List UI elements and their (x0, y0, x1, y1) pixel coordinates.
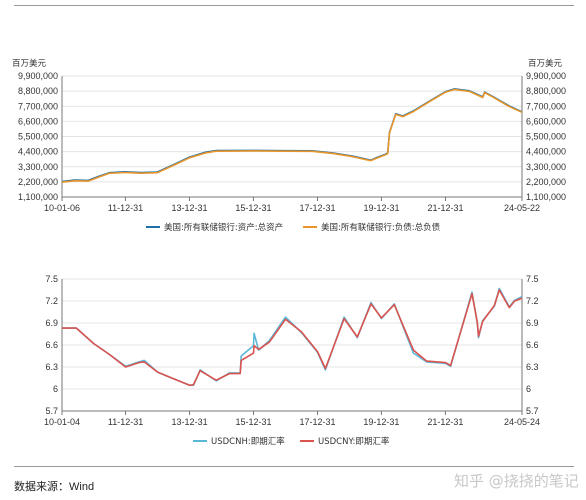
y-tick-label-left: 9,900,000 (18, 71, 58, 81)
y-tick-label-left: 6.6 (45, 340, 58, 350)
legend-label-1: USDCNH:即期汇率 (211, 436, 285, 447)
unit-label-right: 百万美元 (528, 58, 563, 69)
x-tick-label: 11-12-31 (108, 203, 143, 213)
y-tick-label-right: 6,600,000 (526, 116, 566, 126)
top-divider (14, 5, 574, 6)
y-tick-label-right: 8,800,000 (526, 86, 566, 96)
unit-label-left: 百万美元 (12, 58, 47, 69)
y-tick-label-left: 4,400,000 (18, 147, 58, 157)
y-tick-label-left: 2,200,000 (18, 177, 58, 187)
y-tick-label-right: 3,300,000 (526, 162, 566, 172)
x-tick-label: 13-12-31 (171, 203, 207, 213)
legend-label-1: 美国:所有联储银行:资产:总资产 (164, 222, 283, 233)
series-line-2 (62, 289, 523, 387)
y-tick-label-right: 6.3 (526, 362, 539, 372)
series-line-1 (62, 287, 523, 387)
legend-label-2: USDCNY:即期汇率 (318, 436, 390, 447)
x-tick-label: 21-12-31 (427, 417, 463, 427)
y-tick-label-right: 7.5 (526, 274, 539, 284)
y-tick-label-right: 1,100,000 (526, 192, 566, 202)
y-tick-label-left: 6,600,000 (18, 116, 58, 126)
y-tick-label-right: 7,700,000 (526, 101, 566, 111)
y-tick-label-left: 8,800,000 (18, 86, 58, 96)
y-tick-label-left: 5.7 (45, 406, 58, 416)
y-tick-label-right: 6.6 (526, 340, 539, 350)
data-source-label: 数据来源：Wind (14, 481, 95, 493)
x-tick-label: 17-12-31 (299, 203, 335, 213)
watermark: 知乎 @挠挠的笔记 (454, 472, 579, 490)
x-tick-label: 17-12-31 (299, 417, 335, 427)
x-tick-label: 21-12-31 (427, 203, 463, 213)
y-tick-label-left: 3,300,000 (18, 162, 58, 172)
x-tick-label: 15-12-31 (235, 203, 271, 213)
y-tick-label-left: 7.5 (45, 274, 58, 284)
x-tick-label: 19-12-31 (363, 417, 399, 427)
fed-balance-sheet-chart: 9,900,000 9,900,000 8,800,000 8,800,000 7,70… (12, 58, 566, 233)
x-tick-label: 19-12-31 (363, 203, 399, 213)
bottom-divider (14, 466, 574, 467)
exchange-rate-chart: 7.5 7.57.2 7.26.9 6.96.6 6.66.3 6.36 65.7 5.710… (44, 274, 540, 447)
x-tick-label: 24-05-22 (504, 203, 540, 213)
y-tick-label-left: 1,100,000 (18, 192, 58, 202)
y-tick-label-right: 7.2 (526, 296, 539, 306)
x-tick-label: 10-01-06 (44, 203, 80, 213)
y-tick-label-right: 5,500,000 (526, 132, 566, 142)
x-tick-label: 15-12-31 (235, 417, 271, 427)
y-tick-label-right: 4,400,000 (526, 147, 566, 157)
y-tick-label-right: 9,900,000 (526, 71, 566, 81)
y-tick-label-left: 6 (53, 384, 58, 394)
y-tick-label-left: 6.9 (45, 318, 58, 328)
y-tick-label-right: 5.7 (526, 406, 539, 416)
y-tick-label-right: 6.9 (526, 318, 539, 328)
y-tick-label-left: 5,500,000 (18, 132, 58, 142)
x-tick-label: 11-12-31 (108, 417, 143, 427)
y-tick-label-right: 6 (526, 384, 531, 394)
x-tick-label: 24-05-24 (504, 417, 540, 427)
legend-label-2: 美国:所有联储银行:负债:总负债 (321, 222, 441, 233)
y-tick-label-left: 7.2 (45, 296, 58, 306)
y-tick-label-left: 6.3 (45, 362, 58, 372)
y-tick-label-right: 2,200,000 (526, 177, 566, 187)
series-line-2 (61, 88, 523, 183)
y-tick-label-left: 7,700,000 (18, 101, 58, 111)
x-tick-label: 10-01-04 (44, 417, 80, 427)
x-tick-label: 13-12-31 (172, 417, 208, 427)
